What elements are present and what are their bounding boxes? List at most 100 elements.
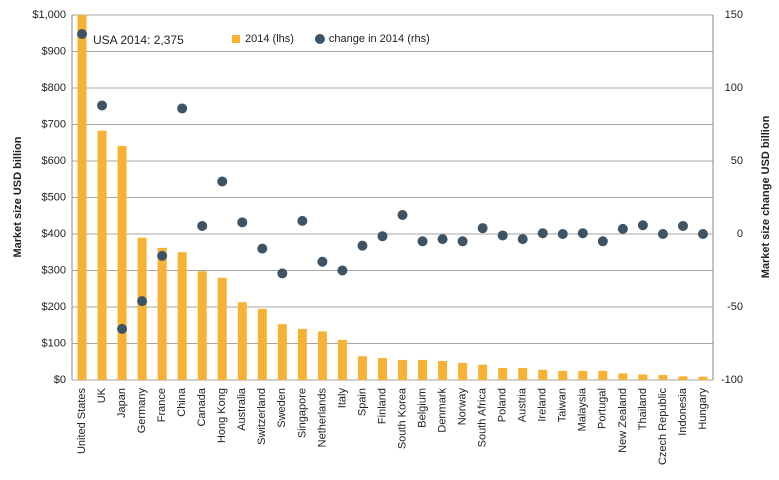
dot (197, 220, 208, 231)
x-tick-label: South Korea (396, 387, 408, 449)
dot (457, 236, 468, 247)
dot (237, 217, 248, 228)
dot (417, 236, 428, 247)
bar (478, 364, 488, 380)
bar (237, 302, 247, 380)
bar (137, 237, 147, 380)
x-tick-label: UK (96, 387, 108, 403)
x-tick-label: Sweden (276, 388, 288, 428)
x-tick-label: New Zealand (617, 388, 629, 453)
x-tick-label: Canada (196, 387, 208, 426)
x-tick-label: Finland (376, 388, 388, 424)
x-tick-label: China (176, 387, 188, 417)
dot (477, 223, 488, 234)
dot (557, 229, 568, 239)
x-tick-label: Belgium (416, 388, 428, 428)
dot (517, 234, 528, 245)
bar (77, 15, 87, 380)
bar (518, 367, 528, 380)
bar (97, 130, 107, 380)
bar (698, 376, 708, 380)
dot (97, 100, 108, 111)
bar (598, 370, 608, 380)
y-tick-label: $0 (54, 374, 66, 386)
dot (77, 28, 88, 39)
y2-tick-label: -100 (721, 374, 743, 386)
annotation: USA 2014: 2,375 (93, 33, 184, 47)
dot (637, 220, 648, 231)
bar (157, 247, 167, 380)
dot (537, 228, 548, 239)
bar (377, 358, 387, 380)
dot (597, 236, 608, 247)
bar (498, 367, 508, 380)
bar (337, 339, 347, 380)
bar (638, 374, 648, 380)
dot (697, 229, 708, 239)
dot (437, 234, 448, 245)
y-tick-label: $700 (42, 118, 66, 130)
bar (297, 328, 307, 380)
bar (558, 370, 568, 380)
legend-label: 2014 (lhs) (245, 33, 294, 45)
bar (257, 308, 267, 380)
bar (217, 277, 227, 380)
plot-area (77, 15, 708, 380)
dot (257, 243, 268, 254)
y-tick-label: $400 (42, 228, 66, 240)
bar (317, 331, 327, 380)
bar (578, 370, 588, 380)
y-tick-label: $500 (42, 191, 66, 203)
x-tick-label: Singapore (296, 388, 308, 438)
x-tick-label: Taiwan (557, 388, 569, 422)
dot (137, 296, 148, 307)
bar (538, 369, 548, 380)
bar (177, 252, 187, 380)
bar (438, 361, 448, 380)
x-tick-label: Hong Kong (216, 388, 228, 443)
y-tick-label: $1,000 (32, 9, 66, 21)
bar (418, 359, 428, 380)
x-tick-label: Thailand (637, 388, 649, 430)
y-tick-label: $800 (42, 82, 66, 94)
x-tick-label: United States (76, 388, 88, 455)
y2-tick-label: -50 (727, 301, 743, 313)
x-tick-label: Japan (116, 388, 128, 418)
x-tick-label: Hungary (697, 388, 709, 430)
bar (658, 374, 668, 380)
x-tick-label: Norway (457, 388, 469, 426)
dot (177, 103, 188, 114)
y-tick-label: $100 (42, 337, 66, 349)
dot (677, 220, 688, 231)
bar (678, 376, 688, 380)
dot (217, 176, 228, 187)
y2-tick-label: 50 (731, 155, 743, 167)
x-tick-label: Spain (356, 388, 368, 416)
legend-marker (232, 35, 240, 43)
x-tick-label: South Africa (477, 387, 489, 447)
x-tick-label: Indonesia (677, 387, 689, 436)
dot (397, 210, 408, 221)
x-tick-label: Austria (517, 387, 529, 422)
x-tick-label: Malaysia (577, 387, 589, 431)
x-tick-label: Australia (236, 387, 248, 431)
dot (157, 250, 168, 261)
bar (357, 356, 367, 380)
x-tick-label: Portugal (597, 388, 609, 429)
dot (337, 265, 348, 276)
y-tick-label: $900 (42, 45, 66, 57)
y2-tick-label: 150 (725, 9, 743, 21)
y2-tick-label: 100 (725, 82, 743, 94)
x-tick-label: Denmark (436, 388, 448, 433)
x-tick-label: Germany (136, 388, 148, 434)
y2-axis-label: Market size change USD billion (760, 115, 772, 278)
y-axis-label: Market size USD billion (12, 136, 24, 257)
dot (657, 229, 668, 239)
bar (117, 146, 127, 380)
y-tick-label: $600 (42, 155, 66, 167)
dot (357, 240, 368, 251)
x-tick-label: Czech Republic (657, 388, 669, 466)
x-tick-label: Ireland (537, 388, 549, 422)
dot (377, 231, 388, 242)
